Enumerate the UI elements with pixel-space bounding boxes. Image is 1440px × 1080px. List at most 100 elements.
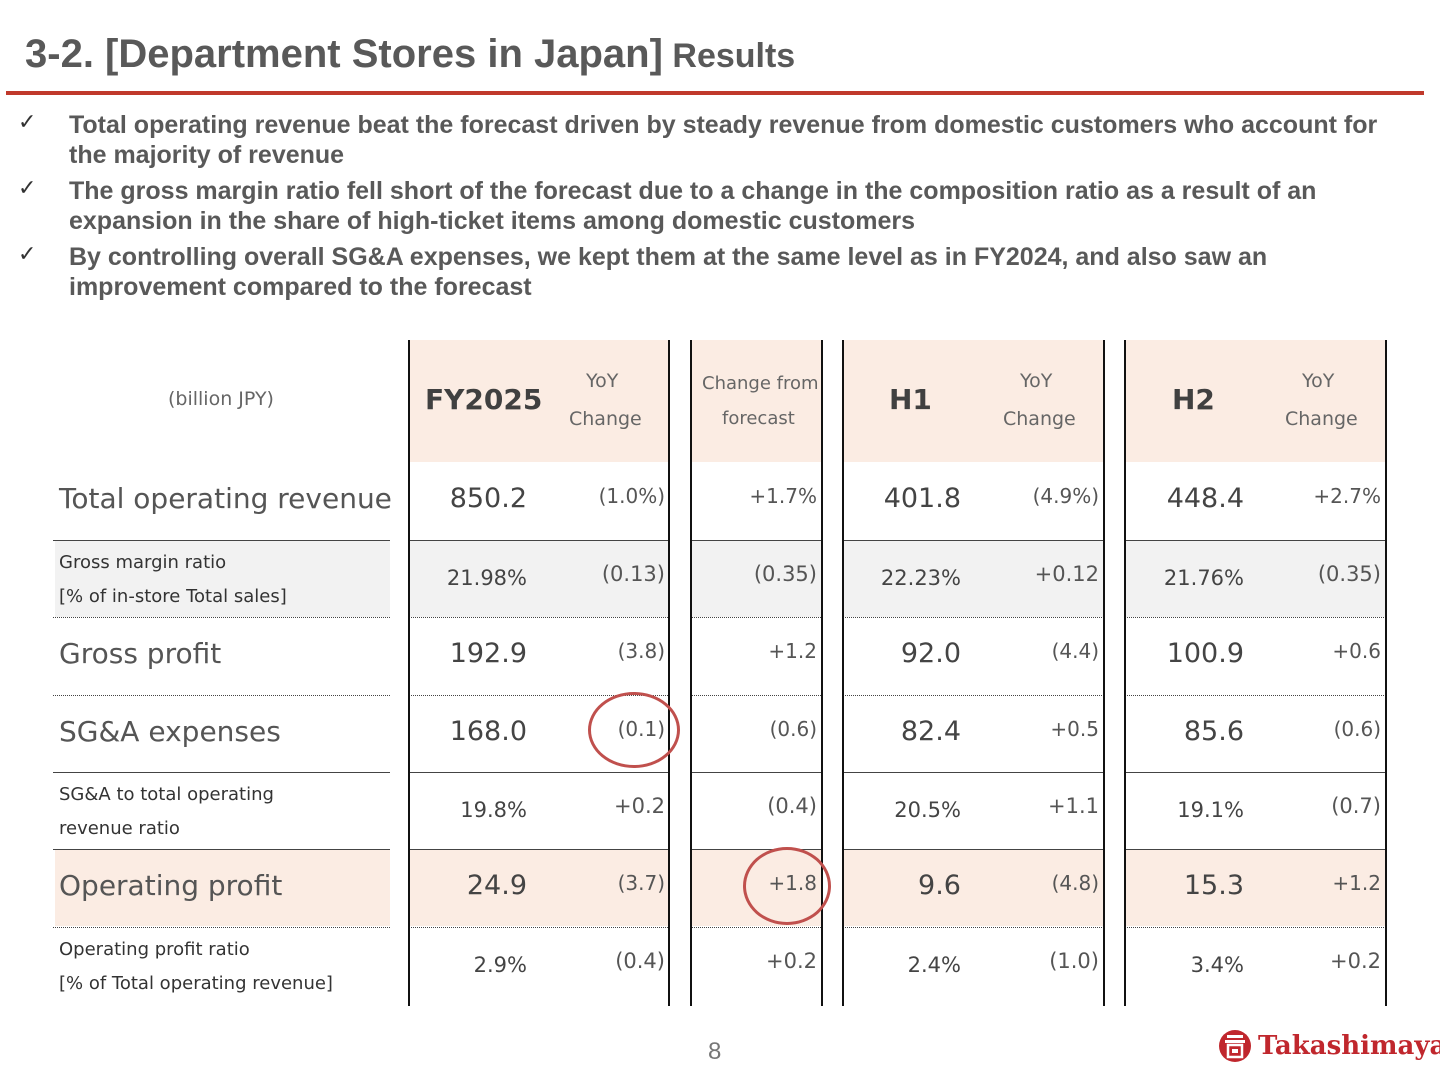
cell-h1: 20.5% bbox=[894, 798, 961, 822]
header-h2-yoy-line1: YoY bbox=[1302, 370, 1335, 392]
title-main: 3-2. [Department Stores in Japan] bbox=[25, 32, 663, 76]
company-logo: Takashimaya bbox=[1218, 1029, 1440, 1063]
cell-h2: 100.9 bbox=[1166, 638, 1244, 669]
row-divider bbox=[843, 772, 1104, 773]
cell-h2-yoy: (0.35) bbox=[1317, 562, 1381, 586]
cell-h1-yoy: (4.9%) bbox=[1032, 484, 1099, 508]
column-divider bbox=[821, 340, 823, 1006]
cell-fy-yoy: (3.7) bbox=[617, 871, 665, 895]
title-rule bbox=[6, 91, 1424, 95]
row-fill-gray bbox=[409, 540, 668, 617]
cell-h1-yoy: (1.0) bbox=[1049, 949, 1099, 973]
bullet-text: Total operating revenue beat the forecas… bbox=[69, 111, 1378, 169]
row-divider bbox=[691, 927, 821, 928]
cell-h1-yoy: (4.8) bbox=[1051, 871, 1099, 895]
row-divider bbox=[1125, 927, 1386, 928]
page-title: 3-2. [Department Stores in Japan] Result… bbox=[25, 32, 795, 76]
cell-fc: (0.35) bbox=[753, 562, 817, 586]
header-forecast-line1: Change from bbox=[702, 373, 819, 394]
row-label: Operating profit ratio bbox=[59, 939, 250, 960]
row-fill-peach bbox=[1125, 849, 1386, 926]
row-divider bbox=[409, 849, 668, 850]
header-fy-yoy-line1: YoY bbox=[586, 370, 619, 392]
cell-fy: 24.9 bbox=[466, 870, 527, 901]
cell-fy: 2.9% bbox=[473, 953, 527, 977]
row-divider bbox=[691, 695, 821, 696]
header-fill bbox=[843, 340, 1104, 462]
row-divider bbox=[53, 772, 390, 773]
row-divider bbox=[1125, 617, 1386, 618]
bullet-text: By controlling overall SG&A expenses, we… bbox=[69, 243, 1268, 301]
row-divider bbox=[843, 849, 1104, 850]
cell-h2-yoy: (0.7) bbox=[1331, 794, 1381, 818]
row-divider bbox=[691, 772, 821, 773]
cell-h1-yoy: +0.5 bbox=[1050, 717, 1099, 741]
row-divider bbox=[409, 695, 668, 696]
logo-text: Takashimaya bbox=[1258, 1031, 1440, 1061]
row-divider bbox=[843, 927, 1104, 928]
highlight-circle bbox=[743, 847, 831, 925]
row-divider bbox=[843, 540, 1104, 541]
row-sublabel: [% of Total operating revenue] bbox=[59, 973, 333, 994]
row-label: SG&A to total operating bbox=[59, 784, 274, 805]
row-divider bbox=[53, 540, 390, 541]
cell-fy: 192.9 bbox=[449, 638, 527, 669]
cell-fc: (0.6) bbox=[769, 717, 817, 741]
unit-label: (billion JPY) bbox=[168, 388, 274, 410]
row-divider bbox=[409, 927, 668, 928]
row-divider bbox=[843, 617, 1104, 618]
row-divider bbox=[1125, 695, 1386, 696]
column-divider bbox=[842, 340, 844, 1006]
row-label: SG&A expenses bbox=[59, 715, 281, 748]
cell-h1: 22.23% bbox=[880, 566, 961, 590]
summary-bullets: ✓ Total operating revenue beat the forec… bbox=[18, 110, 1418, 308]
header-h2: H2 bbox=[1172, 383, 1215, 416]
row-label: Gross margin ratio bbox=[59, 552, 227, 573]
header-h1-yoy-line2: Change bbox=[1003, 408, 1076, 430]
cell-h1-yoy: +0.12 bbox=[1034, 562, 1099, 586]
cell-fc: +0.2 bbox=[766, 949, 817, 973]
row-divider bbox=[53, 927, 390, 928]
row-label: Operating profit bbox=[59, 869, 283, 902]
row-divider bbox=[1125, 849, 1386, 850]
cell-h2: 3.4% bbox=[1190, 953, 1244, 977]
header-fill bbox=[1125, 340, 1386, 462]
column-divider bbox=[1124, 340, 1126, 1006]
row-fill-peach bbox=[409, 849, 668, 926]
column-divider bbox=[408, 340, 410, 1006]
cell-h1-yoy: +1.1 bbox=[1048, 794, 1099, 818]
cell-fc: +1.7% bbox=[749, 484, 817, 508]
bullet-item: ✓ Total operating revenue beat the forec… bbox=[18, 110, 1418, 170]
cell-h2-yoy: +1.2 bbox=[1332, 871, 1381, 895]
row-divider bbox=[843, 695, 1104, 696]
row-fill-gray bbox=[55, 540, 390, 617]
row-divider bbox=[53, 849, 390, 850]
cell-h2-yoy: (0.6) bbox=[1333, 717, 1381, 741]
cell-h1: 2.4% bbox=[907, 953, 961, 977]
row-fill-gray bbox=[1125, 540, 1386, 617]
cell-h1: 92.0 bbox=[900, 638, 961, 669]
row-divider bbox=[409, 772, 668, 773]
cell-h1: 401.8 bbox=[883, 483, 961, 514]
bullet-text: The gross margin ratio fell short of the… bbox=[69, 177, 1317, 235]
row-label: Total operating revenue bbox=[59, 482, 392, 515]
row-sublabel: revenue ratio bbox=[59, 818, 180, 839]
cell-fy-yoy: (0.4) bbox=[615, 949, 665, 973]
cell-fy: 19.8% bbox=[460, 798, 527, 822]
bullet-item: ✓ The gross margin ratio fell short of t… bbox=[18, 176, 1418, 236]
column-divider bbox=[668, 340, 670, 1006]
cell-fy-yoy: (0.13) bbox=[601, 562, 665, 586]
cell-h1-yoy: (4.4) bbox=[1051, 639, 1099, 663]
row-label: Gross profit bbox=[59, 637, 222, 670]
cell-h2-yoy: +0.2 bbox=[1330, 949, 1381, 973]
highlight-circle bbox=[588, 692, 680, 768]
page-number: 8 bbox=[708, 1038, 722, 1065]
header-forecast-line2: forecast bbox=[722, 408, 795, 429]
cell-h1: 82.4 bbox=[900, 716, 961, 747]
cell-h2: 19.1% bbox=[1177, 798, 1244, 822]
row-divider bbox=[409, 540, 668, 541]
cell-fy: 168.0 bbox=[449, 716, 527, 747]
column-divider bbox=[1385, 340, 1387, 1006]
header-fy-yoy-line2: Change bbox=[569, 408, 642, 430]
row-divider bbox=[53, 695, 390, 696]
